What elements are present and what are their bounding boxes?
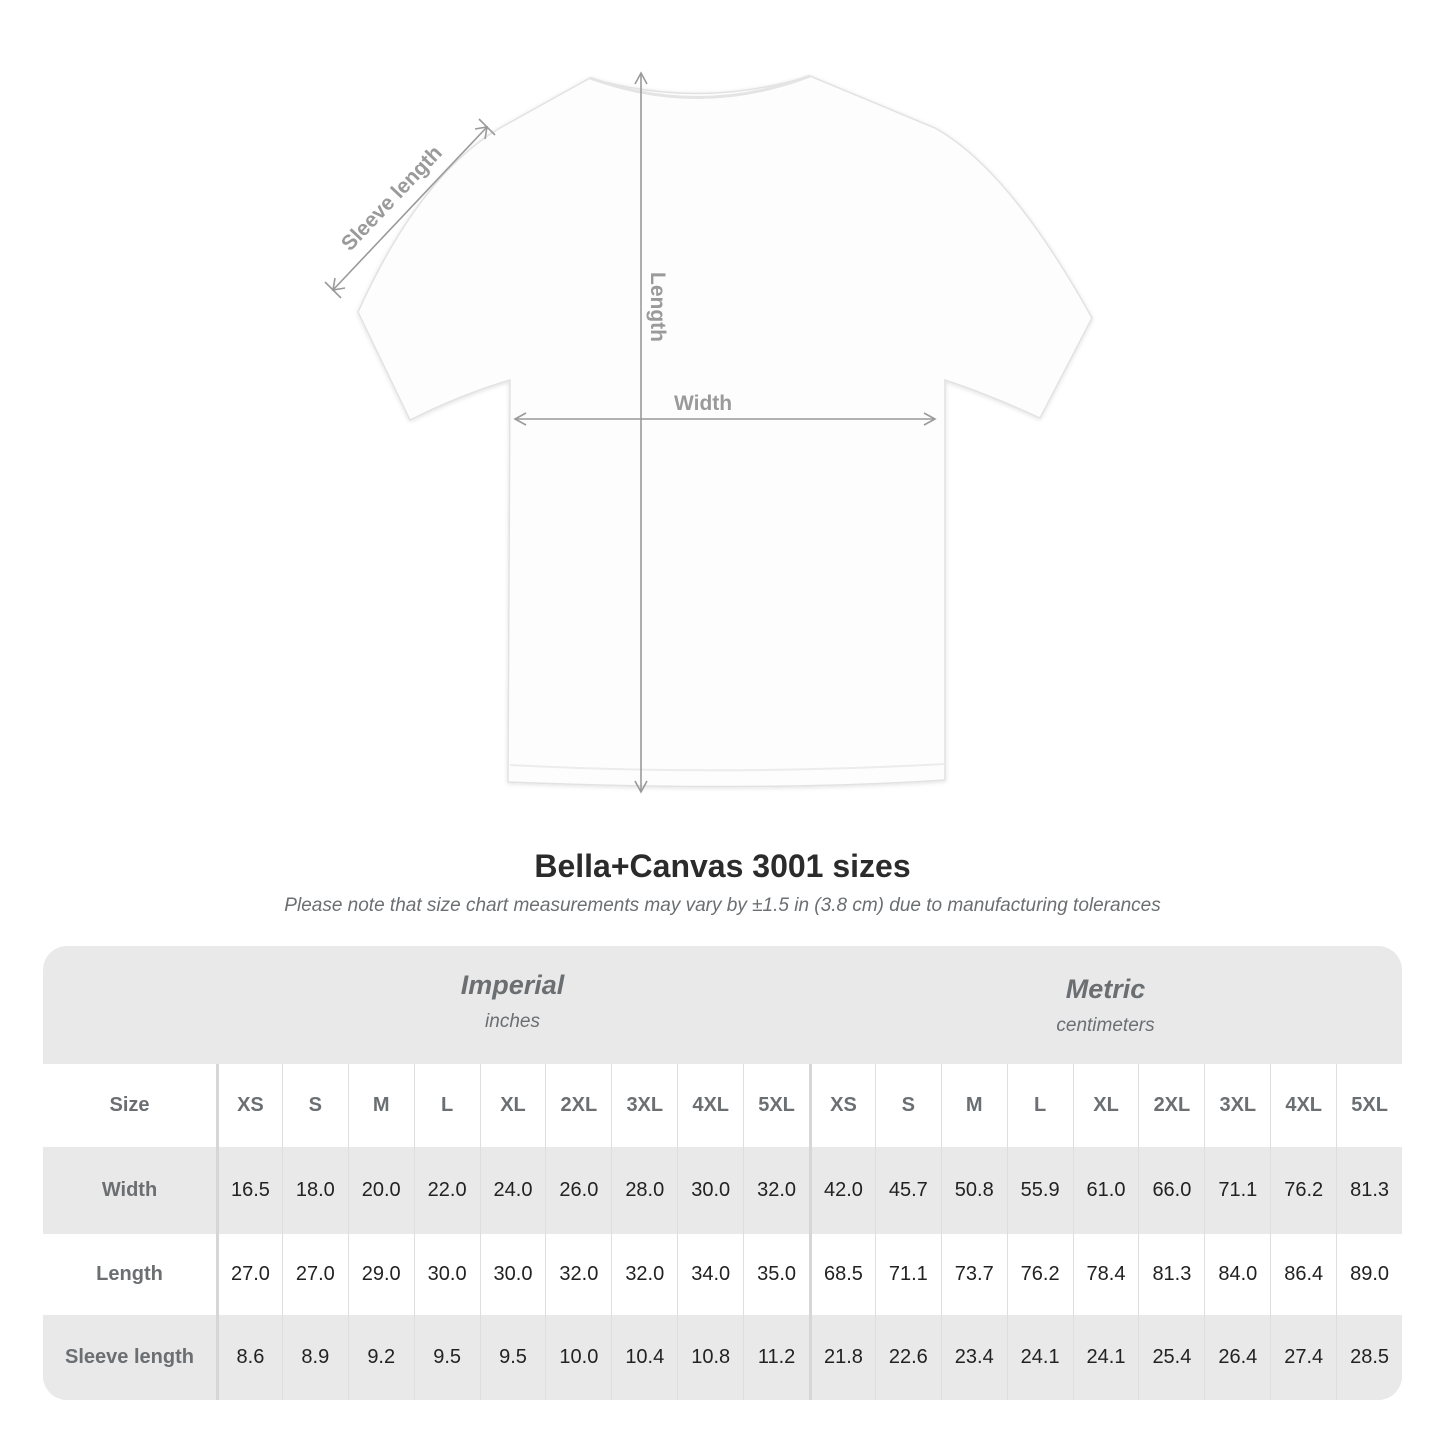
metric-value: 27.4 — [1270, 1315, 1336, 1400]
size-imperial-6: 3XL — [611, 1064, 677, 1147]
metric-value: 25.4 — [1138, 1315, 1204, 1400]
metric-value: 76.2 — [1270, 1147, 1336, 1234]
imperial-value: 8.9 — [281, 1315, 348, 1400]
metric-value: 24.1 — [1006, 1315, 1073, 1400]
imperial-unit: inches — [485, 1011, 540, 1032]
table-row: Width 16.5 18.0 20.0 22.0 24.0 26.0 28.0 30.0 32.… — [43, 1147, 1402, 1234]
imperial-value: 10.4 — [611, 1315, 677, 1400]
imperial-value: 10.0 — [545, 1315, 611, 1400]
imperial-value: 30.0 — [413, 1234, 480, 1315]
metric-value: 21.8 — [809, 1315, 875, 1400]
sleeve-length-arrow — [324, 118, 496, 299]
size-metric-6: 3XL — [1204, 1064, 1270, 1147]
metric-value: 55.9 — [1006, 1147, 1073, 1234]
length-arrow — [634, 71, 648, 794]
imperial-value: 28.0 — [611, 1147, 677, 1234]
size-imperial-1: S — [281, 1064, 348, 1147]
table-row: Sleeve length 8.6 8.9 9.2 9.5 9.5 10.0 10.4 10.8… — [43, 1315, 1402, 1400]
size-imperial-3: L — [413, 1064, 480, 1147]
size-imperial-0: XS — [216, 1064, 282, 1147]
metric-value: 45.7 — [874, 1147, 941, 1234]
imperial-value: 29.0 — [347, 1234, 414, 1315]
tshirt-hem — [509, 763, 946, 772]
metric-value: 66.0 — [1138, 1147, 1204, 1234]
metric-value: 81.3 — [1336, 1147, 1402, 1234]
metric-value: 73.7 — [940, 1234, 1007, 1315]
metric-unit: centimeters — [1056, 1015, 1155, 1036]
metric-value: 24.1 — [1072, 1315, 1139, 1400]
metric-value: 68.5 — [809, 1234, 875, 1315]
size-imperial-2: M — [347, 1064, 414, 1147]
metric-value: 26.4 — [1204, 1315, 1270, 1400]
imperial-value: 34.0 — [677, 1234, 743, 1315]
width-label: Width — [674, 392, 732, 415]
size-metric-3: L — [1006, 1064, 1073, 1147]
size-imperial-5: 2XL — [545, 1064, 611, 1147]
metric-value: 89.0 — [1336, 1234, 1402, 1315]
imperial-value: 9.5 — [479, 1315, 546, 1400]
imperial-value: 27.0 — [281, 1234, 348, 1315]
size-metric-0: XS — [809, 1064, 875, 1147]
table-row: Length 27.0 27.0 29.0 30.0 30.0 32.0 32.0 34.0 35… — [43, 1234, 1402, 1315]
imperial-value: 30.0 — [677, 1147, 743, 1234]
row-label: Sleeve length — [65, 1346, 194, 1368]
size-metric-4: XL — [1072, 1064, 1139, 1147]
imperial-value: 16.5 — [216, 1147, 282, 1234]
metric-value: 28.5 — [1336, 1315, 1402, 1400]
size-metric-5: 2XL — [1138, 1064, 1204, 1147]
imperial-value: 9.2 — [347, 1315, 414, 1400]
size-metric-8: 5XL — [1336, 1064, 1402, 1147]
imperial-value: 9.5 — [413, 1315, 480, 1400]
metric-value: 76.2 — [1006, 1234, 1073, 1315]
metric-value: 42.0 — [809, 1147, 875, 1234]
tshirt-shape — [357, 75, 1093, 788]
imperial-value: 35.0 — [743, 1234, 809, 1315]
metric-value: 71.1 — [874, 1234, 941, 1315]
width-arrow — [513, 412, 937, 426]
imperial-value: 32.0 — [743, 1147, 809, 1234]
imperial-value: 20.0 — [347, 1147, 414, 1234]
tolerance-note: Please note that size chart measurements… — [284, 895, 1161, 916]
imperial-value: 11.2 — [743, 1315, 809, 1400]
metric-value: 86.4 — [1270, 1234, 1336, 1315]
metric-value: 78.4 — [1072, 1234, 1139, 1315]
metric-value: 22.6 — [874, 1315, 941, 1400]
imperial-value: 32.0 — [545, 1234, 611, 1315]
length-label: Length — [646, 272, 669, 342]
size-table: Imperial inches Metric centimeters Size X… — [43, 946, 1402, 1400]
size-metric-7: 4XL — [1270, 1064, 1336, 1147]
metric-header: Metric centimeters — [809, 974, 1402, 1092]
metric-value: 23.4 — [940, 1315, 1007, 1400]
size-imperial-4: XL — [479, 1064, 546, 1147]
imperial-value: 18.0 — [281, 1147, 348, 1234]
metric-value: 84.0 — [1204, 1234, 1270, 1315]
imperial-value: 30.0 — [479, 1234, 546, 1315]
imperial-value: 22.0 — [413, 1147, 480, 1234]
size-metric-1: S — [874, 1064, 941, 1147]
imperial-header: Imperial inches — [216, 970, 809, 1088]
tshirt-diagram: Sleeve length Length Width — [324, 71, 1093, 794]
imperial-value: 10.8 — [677, 1315, 743, 1400]
metric-value: 61.0 — [1072, 1147, 1139, 1234]
imperial-value: 26.0 — [545, 1147, 611, 1234]
imperial-value: 32.0 — [611, 1234, 677, 1315]
imperial-value: 24.0 — [479, 1147, 546, 1234]
imperial-value: 27.0 — [216, 1234, 282, 1315]
imperial-value: 8.6 — [216, 1315, 282, 1400]
row-label: Length — [96, 1263, 163, 1285]
metric-heading: Metric — [1065, 974, 1146, 1004]
metric-value: 50.8 — [940, 1147, 1007, 1234]
row-label: Width — [101, 1179, 158, 1201]
tshirt-collar — [589, 74, 811, 99]
size-imperial-8: 5XL — [743, 1064, 809, 1147]
metric-value: 71.1 — [1204, 1147, 1270, 1234]
row-label: Size — [109, 1094, 150, 1116]
size-imperial-7: 4XL — [677, 1064, 743, 1147]
size-metric-2: M — [940, 1064, 1007, 1147]
size-header-row: Size XS S M L XL 2XL 3XL 4XL 5XL XS S M L XL 2XL 3XL 4XL 5… — [43, 1064, 1402, 1147]
page-title: Bella+Canvas 3001 sizes — [534, 848, 911, 884]
metric-value: 81.3 — [1138, 1234, 1204, 1315]
imperial-heading: Imperial — [460, 970, 565, 1000]
